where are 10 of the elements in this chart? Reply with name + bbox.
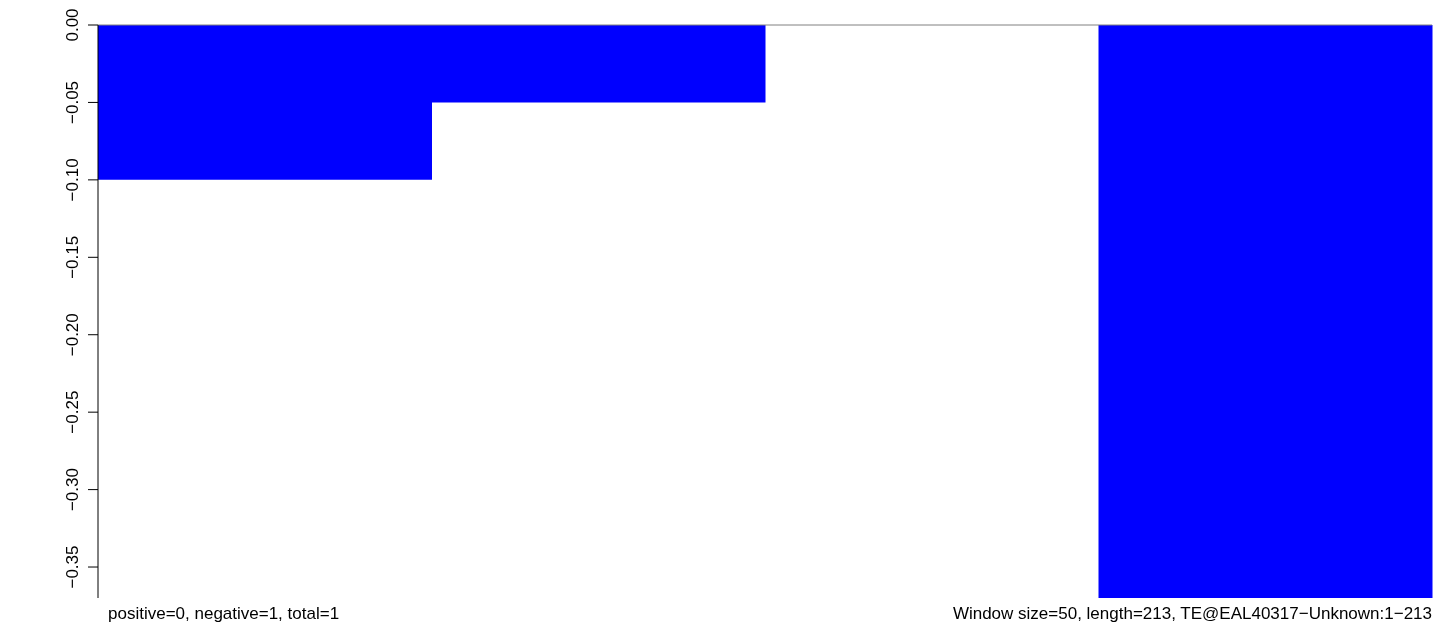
text: Window size=50, length=213, TE@EAL40317−Unknown:1−213 [952, 604, 1432, 624]
y-tick-label: −0.05 [63, 80, 82, 124]
y-tick-label: −0.25 [63, 390, 82, 434]
y-tick-label: −0.30 [63, 468, 82, 512]
text: positive=0, negative=1, total=1 [108, 604, 340, 624]
y-tick-label: −0.20 [63, 313, 82, 357]
y-tick-label: 0.00 [63, 8, 82, 42]
y-tick-label: −0.15 [63, 235, 82, 279]
y-tick-label: −0.35 [63, 545, 82, 589]
y-tick-label: −0.10 [63, 158, 82, 202]
